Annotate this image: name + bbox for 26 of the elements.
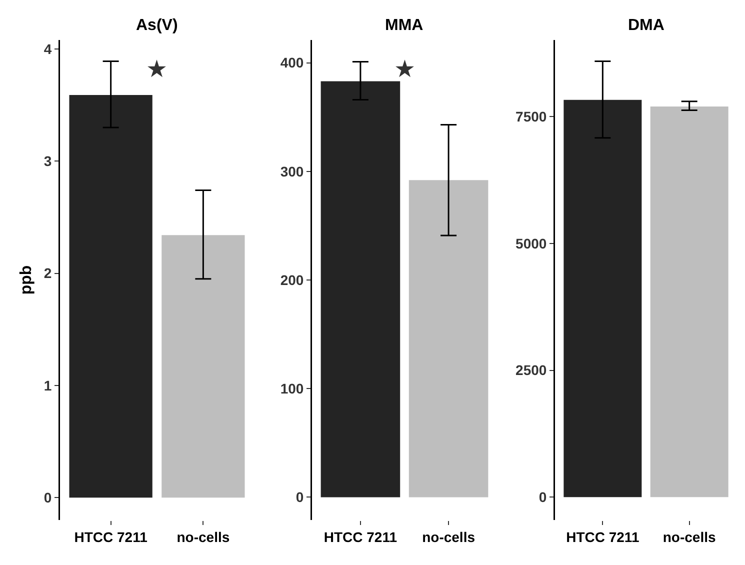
- y-tick-label: 400: [280, 54, 304, 71]
- y-tick-label: 7500: [516, 108, 547, 125]
- y-tick-label: 5000: [516, 235, 547, 252]
- y-tick-label: 0: [296, 489, 304, 506]
- x-tick-label: HTCC 7211: [566, 528, 640, 545]
- chart-title: As(V): [136, 17, 178, 34]
- y-tick-label: 300: [280, 163, 304, 180]
- chart-title: DMA: [628, 17, 665, 34]
- y-tick-label: 0: [538, 489, 547, 506]
- y-tick-label: 3: [44, 153, 52, 170]
- chart-title: MMA: [385, 17, 424, 34]
- y-tick-label: 200: [280, 272, 304, 288]
- y-tick-label: 1: [44, 377, 52, 394]
- y-tick-label: 4: [44, 40, 52, 57]
- x-tick-label: no-cells: [662, 528, 716, 545]
- y-tick-label: 2: [44, 265, 52, 282]
- x-tick-label: no-cells: [176, 528, 230, 545]
- y-tick-label: 2500: [516, 362, 547, 378]
- y-tick-label: 100: [280, 380, 304, 396]
- y-tick-label: 0: [44, 489, 52, 506]
- x-tick-label: no-cells: [422, 528, 476, 545]
- x-tick-label: HTCC 7211: [324, 528, 398, 545]
- annotation: ★: [394, 56, 416, 83]
- annotation: ★: [146, 56, 168, 83]
- x-tick-label: HTCC 7211: [74, 528, 148, 545]
- y-axis-title: ppb: [18, 265, 36, 295]
